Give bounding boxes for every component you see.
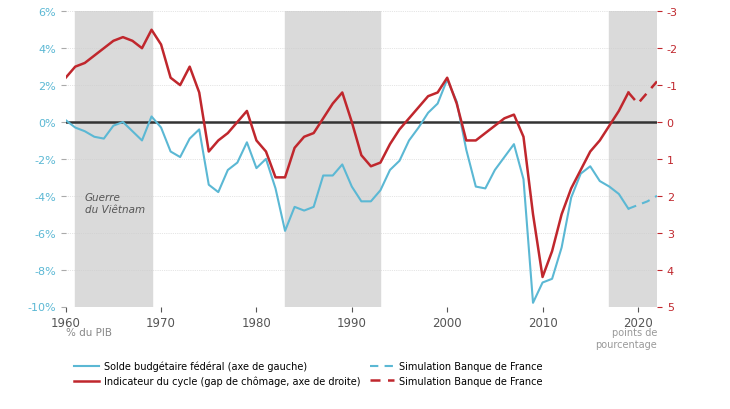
Text: points de
pourcentage: points de pourcentage — [595, 327, 657, 349]
Bar — [75, 12, 152, 307]
Bar — [610, 12, 657, 307]
Text: Guerre
du Viêtnam: Guerre du Viêtnam — [85, 193, 145, 214]
Bar — [285, 12, 380, 307]
Legend: Solde budgétaire fédéral (axe de gauche), Indicateur du cycle (gap de chômage, a: Solde budgétaire fédéral (axe de gauche)… — [71, 357, 546, 390]
Text: % du PIB: % du PIB — [66, 327, 112, 337]
